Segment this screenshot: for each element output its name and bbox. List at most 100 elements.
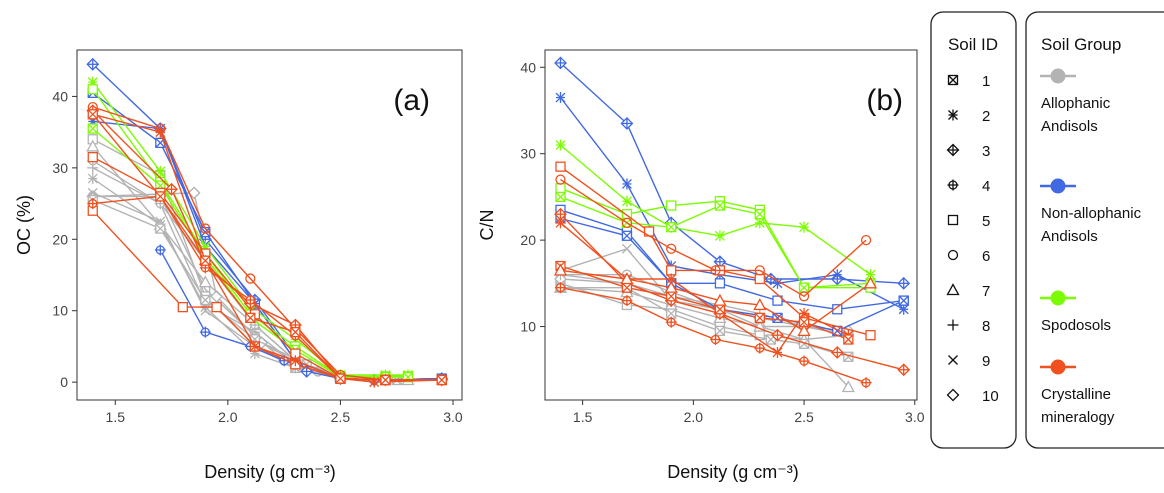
panel-b-data-point — [753, 319, 767, 332]
panel-a-series-line — [92, 192, 375, 381]
panel-a-series-line — [92, 160, 386, 381]
legend-soil-group-label: mineralogy — [1041, 409, 1115, 426]
panel-a-y-tick-label: 0 — [60, 374, 68, 390]
panel-a-data-point — [245, 273, 256, 284]
panel-b-data-point — [798, 282, 810, 293]
panel-a-data-point — [87, 109, 98, 120]
panel-b-data-point — [621, 295, 633, 307]
panel-b-data-point — [714, 304, 726, 315]
panel-a-y-tick-label: 10 — [52, 303, 68, 319]
panel-b-data-point — [765, 334, 777, 345]
panel-b-data-point — [621, 178, 632, 190]
panel-a-data-point — [290, 326, 301, 338]
panel-b-series-19 — [555, 282, 872, 389]
panel-b-y-tick-label: 10 — [520, 319, 536, 335]
legend-soil-id-label: 6 — [982, 248, 990, 265]
panel-a-series-line — [92, 92, 442, 381]
panel-b-data-point — [554, 56, 567, 70]
panel-b-data-point — [666, 273, 677, 285]
panel-a-data-point — [244, 294, 256, 306]
panel-b-data-point — [830, 346, 844, 359]
panel-a-series-line — [92, 167, 386, 381]
panel-a-y-tick-label: 30 — [52, 160, 68, 176]
panel-a-data-point — [87, 123, 98, 134]
panel-b-data-point — [798, 291, 810, 302]
panel-a-series-23 — [87, 109, 447, 386]
panel-b-data-point — [865, 269, 876, 281]
legend-soil-group-entry: Crystalline mineralogy — [1040, 359, 1115, 426]
legend-soil-id-label: 10 — [982, 388, 999, 405]
panel-a-data-point — [86, 139, 100, 152]
panel-b-data-point — [621, 217, 633, 228]
panel-b-data-point — [865, 330, 876, 341]
panel-b-series — [553, 56, 911, 393]
panel-a-label: (a) — [393, 84, 430, 117]
legend-soil-id-marker — [947, 249, 959, 261]
panel-a-y-tick-label: 20 — [52, 231, 68, 247]
panel-b-data-point — [621, 282, 633, 293]
panel-a-data-point — [155, 126, 166, 138]
panel-b-y-tick-label: 40 — [520, 59, 536, 75]
panel-a-x-tick-label: 3.0 — [443, 409, 463, 425]
panel-a-series-2 — [87, 134, 391, 386]
panel-a-data-point — [155, 191, 166, 202]
panel-b-data-point — [832, 269, 843, 281]
panel-a-data-point — [245, 312, 256, 324]
panel-a-data-point — [249, 340, 260, 352]
panel-b-data-point — [713, 293, 727, 306]
panel-b-data-point — [797, 324, 811, 337]
panel-a-x-tick-label: 2.0 — [218, 409, 238, 425]
panel-b-plot-border — [544, 49, 918, 401]
panel-b-data-point — [754, 273, 765, 285]
panel-b-x-tick-label: 2.0 — [684, 409, 704, 425]
panel-b-data-point — [555, 282, 566, 294]
panel-a-x-tick-label: 1.5 — [106, 409, 126, 425]
panel-a-series-18 — [87, 151, 447, 386]
panel-b-data-point — [554, 207, 567, 221]
panel-a-series-line — [92, 128, 408, 378]
panel-a-data-point — [155, 223, 166, 234]
panel-b-data-point — [555, 191, 566, 203]
panel-a-data-point — [177, 301, 188, 313]
panel-b-data-point — [714, 230, 725, 242]
panel-b-x-tick-label: 1.5 — [573, 409, 593, 425]
legend-soil-id-label: 4 — [982, 178, 990, 195]
legend-soil-group-items: Allophanic Andisols Non-allophanic Andisols… — [1040, 68, 1142, 426]
panel-a-x-axis-title: Density (g cm⁻³) — [204, 462, 336, 482]
panel-b-series-line — [560, 287, 867, 384]
panel-b-data-point — [843, 351, 854, 362]
panel-b-data-point — [621, 195, 632, 207]
panel-a-oc-chart: 1.5 2.0 2.5 3.0 0 10 20 30 40 (a) OC (%) Density… — [14, 49, 463, 482]
legend-soil-id-marker — [946, 143, 960, 157]
panel-b-series-16 — [555, 174, 872, 302]
panel-b-data-point — [714, 200, 726, 211]
legend-soil-group-entry: Non-allophanic Andisols — [1040, 178, 1142, 245]
panel-b-data-point — [897, 276, 911, 290]
panel-b-series-18 — [554, 207, 911, 377]
panel-b-data-point — [666, 222, 677, 233]
legend-soil-id-marker — [948, 109, 958, 121]
panel-a-plot-border — [76, 49, 463, 401]
legend-soil-group-label: Andisols — [1041, 118, 1098, 135]
panel-a-data-point — [87, 151, 98, 163]
legend-soil-id-marker — [946, 283, 960, 296]
legend-soil-id: Soil ID 1 2 3 4 5 6 7 8 9 10 — [930, 11, 1017, 449]
legend-soil-group-label: Non-allophanic — [1041, 205, 1142, 222]
panel-b-data-point — [799, 221, 810, 233]
panel-b-series-20 — [555, 260, 854, 345]
panel-a-series-line — [92, 178, 386, 381]
panel-b-y-tick-label: 20 — [520, 232, 536, 248]
panel-b-y-axis-title: C/N — [477, 210, 497, 241]
panel-a-data-point — [335, 373, 346, 384]
panel-b-data-point — [860, 234, 872, 246]
panel-b-data-point — [666, 291, 677, 302]
panel-a-data-point — [200, 223, 211, 234]
legend-soil-group-swatch-dot — [1050, 290, 1066, 306]
panel-b-data-point — [832, 304, 843, 315]
panel-b-data-point — [710, 334, 721, 346]
panel-a-series — [86, 57, 449, 388]
panel-b-data-point — [621, 243, 632, 254]
legend-soil-group-label: Allophanic — [1041, 95, 1111, 112]
panel-a-data-point — [200, 294, 211, 306]
panel-b-data-point — [772, 346, 783, 358]
